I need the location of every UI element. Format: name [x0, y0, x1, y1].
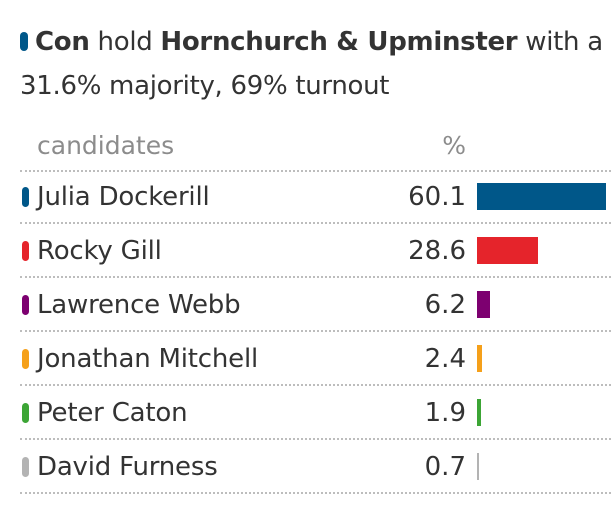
party-color-pill	[22, 349, 29, 369]
candidate-name: Jonathan Mitchell	[37, 344, 259, 374]
vote-share-bar	[477, 345, 483, 372]
candidate-name: David Furness	[37, 452, 218, 482]
party-color-pill	[22, 241, 29, 261]
candidate-name: Julia Dockerill	[37, 182, 210, 212]
row-divider	[20, 492, 611, 494]
candidate-row: David Furness 0.7	[0, 440, 611, 494]
party-color-pill	[22, 403, 29, 423]
vote-share-bar	[477, 291, 491, 318]
candidate-name: Peter Caton	[37, 398, 188, 428]
vote-share-bar	[477, 183, 606, 210]
vote-share-bar	[477, 237, 539, 264]
result-headline: Con hold Hornchurch & Upminster with a 3…	[20, 20, 605, 108]
party-color-pill	[22, 187, 29, 207]
winning-party: Con	[35, 27, 90, 57]
row-divider	[20, 276, 611, 278]
header-divider	[20, 170, 611, 172]
headline-tail: with a 31.6% majority, 69% turnout	[20, 27, 603, 101]
candidate-row: Lawrence Webb 6.2	[0, 278, 611, 332]
percent-column-header: %	[442, 131, 466, 160]
vote-share-label: 1.9	[424, 398, 466, 428]
constituency-name: Hornchurch & Upminster	[160, 27, 518, 57]
candidate-row: Jonathan Mitchell 2.4	[0, 332, 611, 386]
candidate-name: Rocky Gill	[37, 236, 162, 266]
candidates-column-header: candidates	[37, 131, 175, 160]
row-divider	[20, 222, 611, 224]
candidate-row: Julia Dockerill 60.1	[0, 170, 611, 224]
row-divider	[20, 384, 611, 386]
candidate-row: Rocky Gill 28.6	[0, 224, 611, 278]
vote-share-label: 0.7	[424, 452, 466, 482]
party-color-pill	[22, 457, 29, 477]
vote-share-label: 28.6	[408, 236, 466, 266]
vote-share-bar	[477, 399, 482, 426]
candidate-name: Lawrence Webb	[37, 290, 241, 320]
vote-share-label: 60.1	[408, 182, 466, 212]
headline-verb: hold	[89, 27, 161, 57]
vote-share-label: 2.4	[424, 344, 466, 374]
winning-party-pill	[20, 32, 28, 51]
vote-share-bar	[477, 453, 479, 480]
row-divider	[20, 438, 611, 440]
row-divider	[20, 330, 611, 332]
candidate-row: Peter Caton 1.9	[0, 386, 611, 440]
vote-share-label: 6.2	[424, 290, 466, 320]
party-color-pill	[22, 295, 29, 315]
